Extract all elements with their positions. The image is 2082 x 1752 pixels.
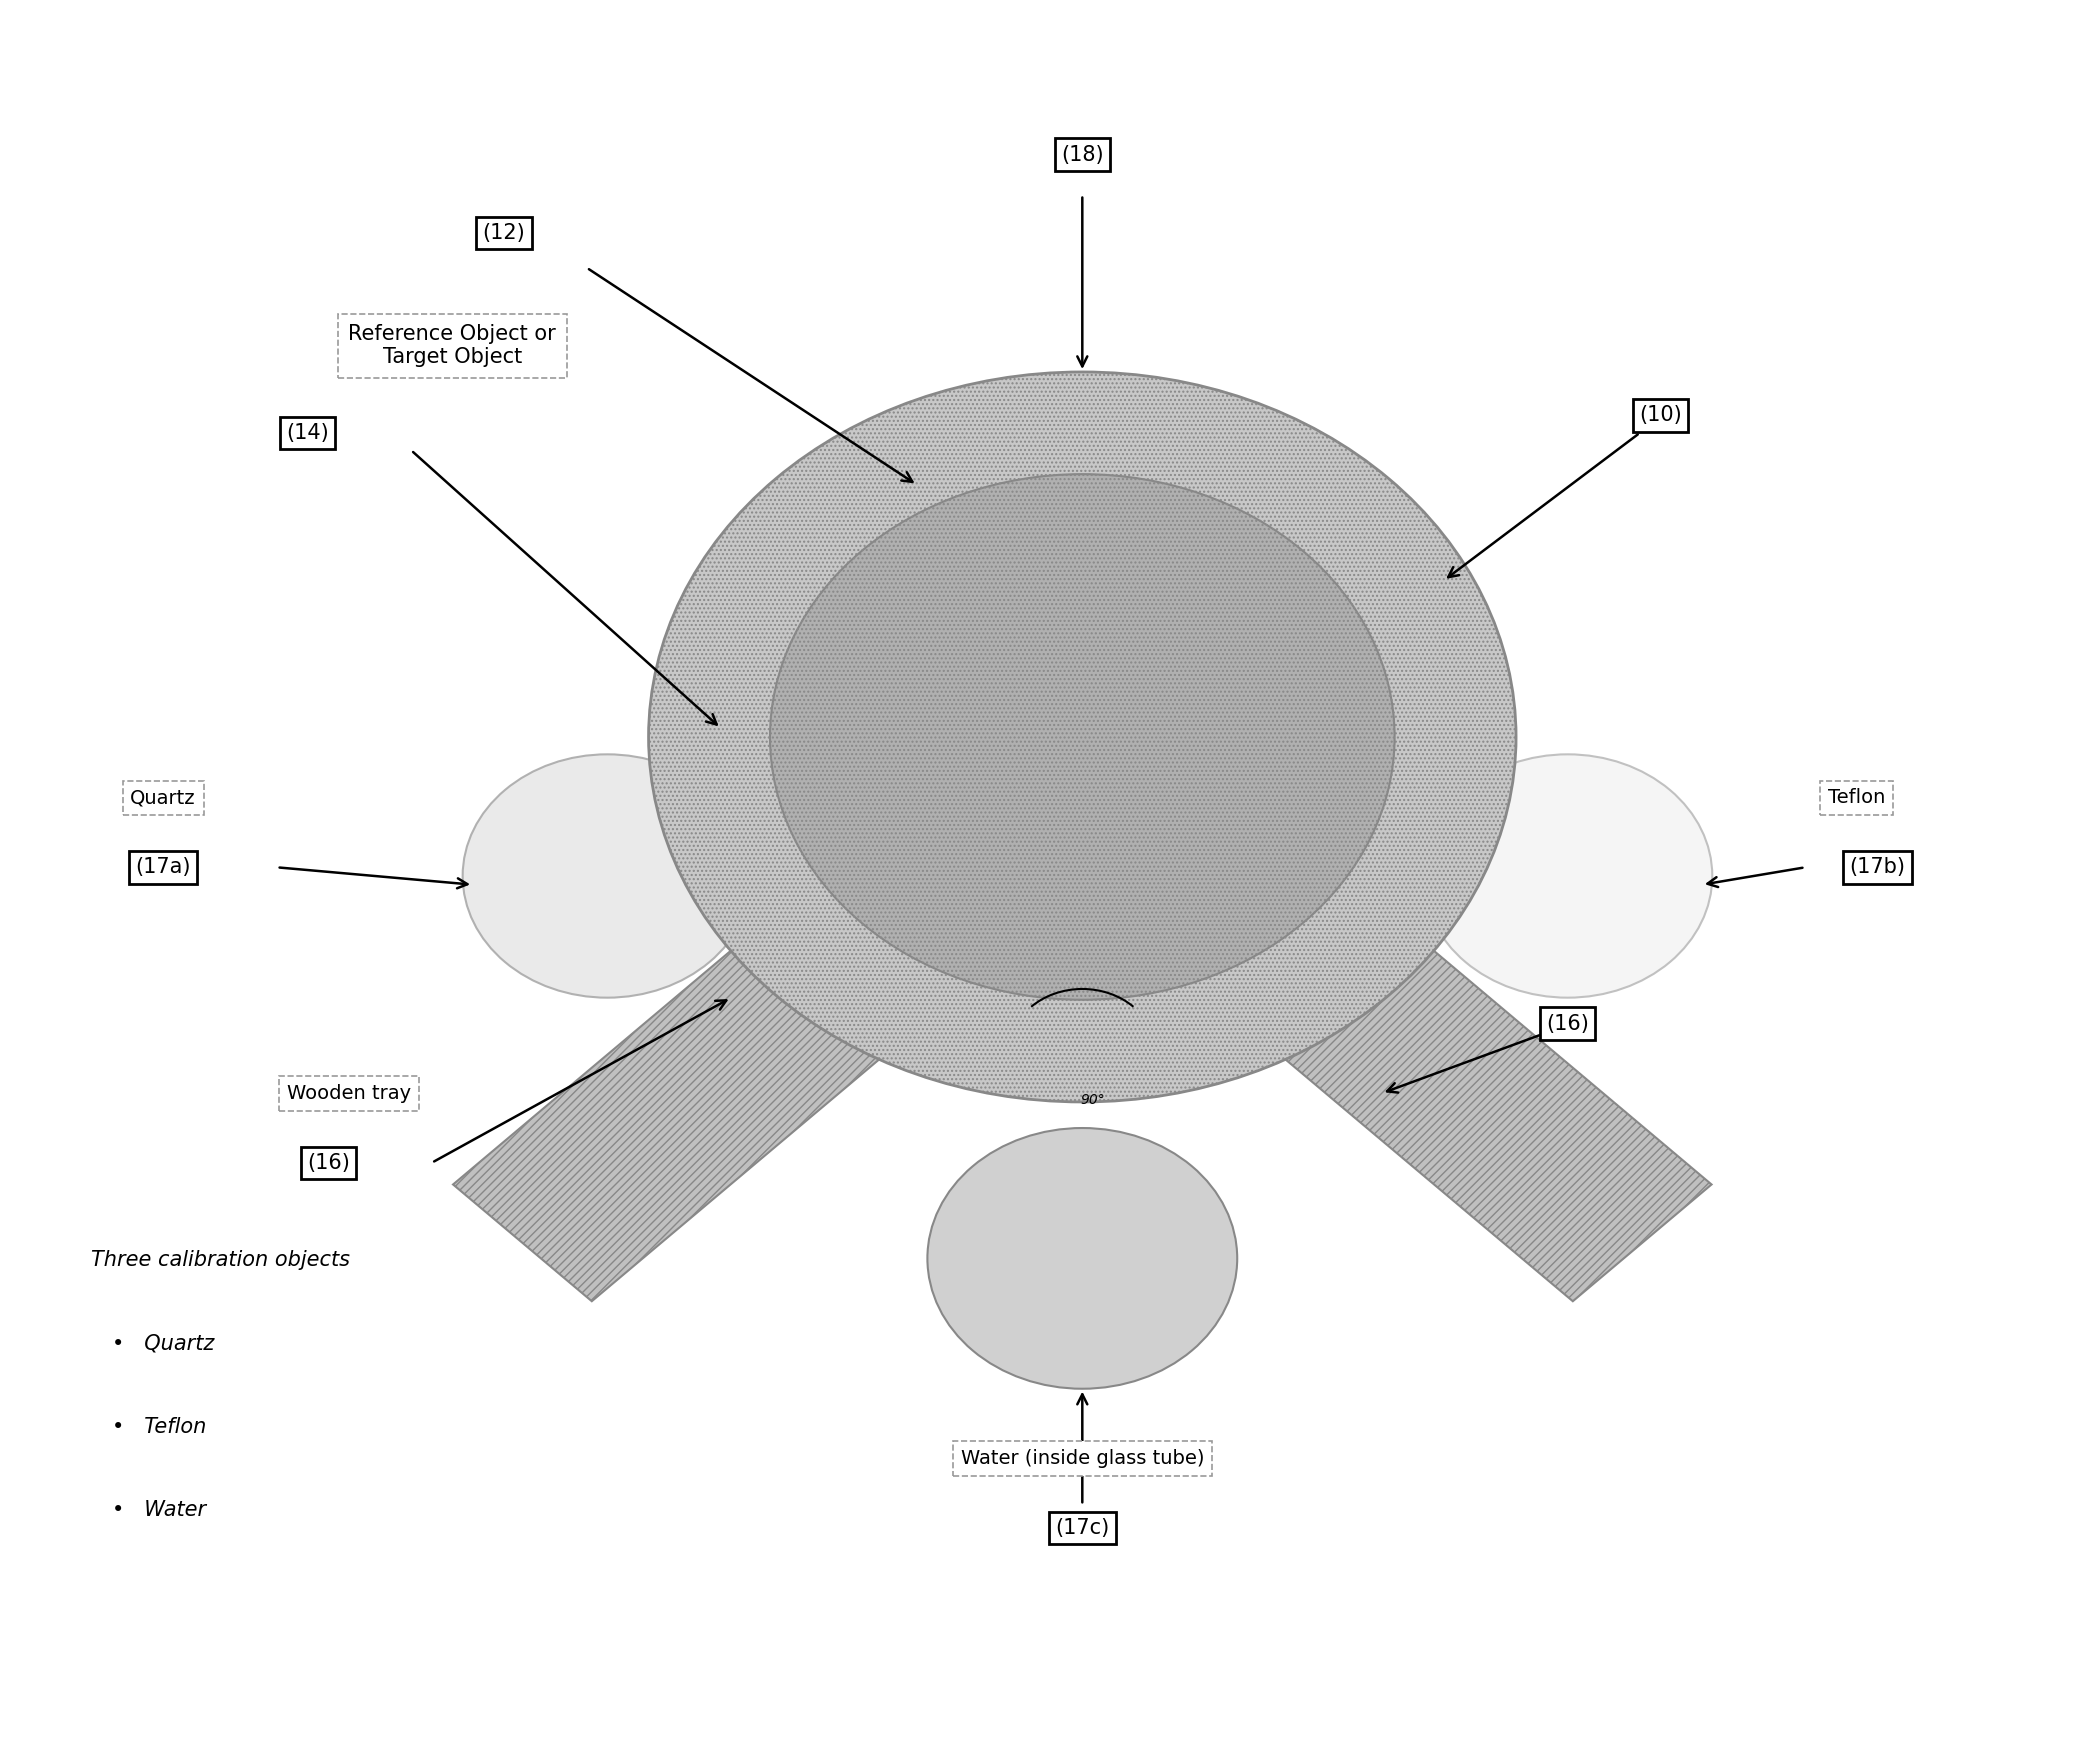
Text: Teflon: Teflon bbox=[1828, 788, 1886, 808]
Text: •   Quartz: • Quartz bbox=[112, 1333, 214, 1353]
Text: (10): (10) bbox=[1639, 405, 1682, 426]
Text: (17c): (17c) bbox=[1056, 1517, 1110, 1538]
Circle shape bbox=[462, 755, 752, 997]
Text: Quartz: Quartz bbox=[131, 788, 196, 808]
Text: Water (inside glass tube): Water (inside glass tube) bbox=[960, 1449, 1203, 1468]
Text: (14): (14) bbox=[287, 422, 329, 443]
Text: (17b): (17b) bbox=[1849, 857, 1905, 878]
Text: Reference Object or
Target Object: Reference Object or Target Object bbox=[348, 324, 556, 368]
Text: 90°: 90° bbox=[1081, 1093, 1106, 1107]
Circle shape bbox=[770, 475, 1395, 1000]
Circle shape bbox=[650, 371, 1516, 1102]
Text: •   Teflon: • Teflon bbox=[112, 1417, 206, 1437]
Text: Three calibration objects: Three calibration objects bbox=[92, 1249, 350, 1270]
Text: (16): (16) bbox=[306, 1153, 350, 1172]
Text: •   Water: • Water bbox=[112, 1500, 206, 1521]
Polygon shape bbox=[1135, 816, 1711, 1302]
Text: Wooden tray: Wooden tray bbox=[287, 1084, 410, 1102]
Circle shape bbox=[1424, 755, 1711, 997]
Circle shape bbox=[926, 1128, 1237, 1389]
Text: (12): (12) bbox=[483, 223, 525, 244]
Text: (18): (18) bbox=[1062, 145, 1103, 165]
Text: (17a): (17a) bbox=[135, 857, 192, 878]
Polygon shape bbox=[454, 816, 1031, 1302]
Text: (16): (16) bbox=[1547, 1014, 1589, 1034]
